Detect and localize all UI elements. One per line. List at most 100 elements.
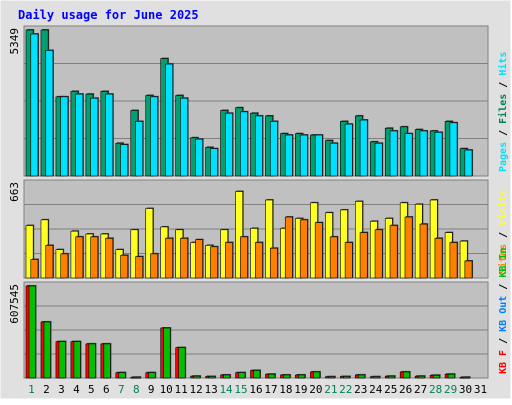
bar-kbytes-kb-in-day-16 <box>253 369 262 379</box>
bar-hits-files-day-13-face <box>210 148 218 177</box>
bar-visits-sites-day-9 <box>150 252 159 279</box>
legend-entry-sites: Sites <box>497 244 509 274</box>
bar-kbytes-kb-in-day-28 <box>432 374 441 379</box>
bar-kbytes-kb-in-day-25 <box>387 375 396 379</box>
bar-hits-files-day-8 <box>135 120 144 177</box>
bar-visits-sites-day-18 <box>284 216 294 279</box>
bar-hits-files-day-12-face <box>195 138 203 177</box>
bar-visits-sites-day-17-face <box>269 247 278 279</box>
bar-hits-files-day-18-face <box>284 134 293 177</box>
x-label-day-23: 23 <box>354 383 367 396</box>
bar-hits-files-day-27-face <box>419 130 428 177</box>
legend-separator: / <box>498 124 509 142</box>
bar-kbytes-kb-in-day-8-face <box>133 376 141 379</box>
bar-visits-sites-day-16-face <box>255 242 263 279</box>
bar-visits-sites-day-13 <box>210 245 219 279</box>
bar-kbytes-kb-in-day-9-face <box>148 372 156 379</box>
bar-visits-sites-day-14 <box>225 241 234 279</box>
panel-visits: 663 Sites / Visits <box>8 179 509 279</box>
bar-visits-sites-day-17 <box>269 247 279 279</box>
legend-separator: / <box>498 278 509 296</box>
legend-entry-visits: Visits <box>497 190 509 226</box>
bar-visits-sites-day-24 <box>374 228 384 279</box>
bar-kbytes-kb-in-day-25-face <box>387 375 396 379</box>
bar-kbytes-kb-in-day-1 <box>28 285 37 379</box>
bar-hits-files-day-26 <box>404 132 414 177</box>
bar-kbytes-kb-in-day-4 <box>73 340 82 379</box>
bar-visits-sites-day-8-face <box>135 256 144 279</box>
x-label-day-14: 14 <box>219 383 233 396</box>
bar-visits-sites-day-26-face <box>404 216 413 279</box>
bar-kbytes-kb-in-day-27-face <box>417 375 425 379</box>
x-label-day-16: 16 <box>249 383 262 396</box>
bar-hits-files-day-4 <box>75 93 84 177</box>
bar-kbytes-kb-in-day-13 <box>208 375 217 379</box>
bar-hits-files-day-7 <box>120 143 129 177</box>
bar-kbytes-kb-in-day-3 <box>58 340 67 379</box>
bar-kbytes-kb-in-day-23 <box>357 373 366 379</box>
bar-hits-files-day-2-face <box>45 50 54 177</box>
x-label-day-21: 21 <box>324 383 337 396</box>
bar-visits-visits-day-30 <box>459 240 469 279</box>
bar-visits-sites-day-4-face <box>75 236 84 279</box>
bar-visits-sites-day-14-face <box>225 242 233 279</box>
bar-kbytes-kb-in-day-3-face <box>58 341 66 379</box>
bar-hits-files-day-25-face <box>389 130 398 177</box>
bar-kbytes-kb-in-day-15 <box>238 371 247 379</box>
bar-kbytes-kb-in-day-17-face <box>268 373 276 379</box>
bar-hits-files-day-8-face <box>135 121 144 177</box>
bar-kbytes-kb-in-day-26 <box>402 370 411 379</box>
bar-visits-sites-day-23-face <box>359 232 368 279</box>
panel-hits: 5349 Pages / Files / Hits <box>8 25 509 177</box>
bar-kbytes-kb-in-day-11 <box>178 346 187 379</box>
x-label-day-7: 7 <box>118 383 125 396</box>
bar-hits-files-day-10-face <box>165 63 173 177</box>
bar-hits-files-day-25 <box>389 129 399 177</box>
bar-visits-sites-day-10 <box>165 237 174 279</box>
bar-hits-files-day-11 <box>180 97 189 177</box>
legend-separator: / <box>498 226 509 244</box>
bar-visits-sites-day-1-face <box>30 259 39 279</box>
chart-panels: 5349 Pages / Files / Hits 663 Sites / Visit… <box>8 25 509 379</box>
x-label-day-29: 29 <box>444 383 457 396</box>
x-label-day-11: 11 <box>175 383 188 396</box>
bar-hits-files-day-6-face <box>105 93 114 177</box>
bar-kbytes-kb-in-day-1-face <box>28 285 36 379</box>
bar-hits-files-day-7-face <box>120 144 129 177</box>
bar-hits-files-day-23 <box>359 119 369 177</box>
bar-kbytes-kb-in-day-12 <box>193 375 202 379</box>
bar-visits-visits-day-8-face <box>130 229 139 279</box>
bar-kbytes-kb-in-day-12-face <box>193 375 201 379</box>
bar-visits-sites-day-20 <box>314 221 324 279</box>
bar-hits-files-day-17 <box>269 120 279 177</box>
bar-kbytes-kb-in-day-7-face <box>118 372 126 379</box>
bar-kbytes-kb-in-day-22 <box>343 375 351 379</box>
bar-kbytes-kb-in-day-30-face <box>462 376 470 379</box>
x-label-day-30: 30 <box>459 383 472 396</box>
bar-kbytes-kb-in-day-18-face <box>283 374 291 379</box>
bar-kbytes-kb-in-day-21-face <box>328 376 336 379</box>
bar-hits-files-day-2 <box>45 49 54 177</box>
bar-hits-files-day-9 <box>150 95 159 177</box>
bar-visits-sites-day-6-face <box>105 238 114 279</box>
bar-kbytes-kb-in-day-30 <box>462 376 471 379</box>
bar-kbytes-kb-in-day-17 <box>268 373 276 379</box>
panel-kbytes-legend: KB F / KB Out / KB In <box>498 248 509 374</box>
bar-hits-files-day-30 <box>464 149 474 177</box>
bar-kbytes-kb-in-day-27 <box>417 375 426 379</box>
x-label-day-1: 1 <box>28 383 35 396</box>
x-label-day-9: 9 <box>148 383 155 396</box>
x-label-day-25: 25 <box>384 383 397 396</box>
x-label-day-2: 2 <box>43 383 50 396</box>
bar-visits-sites-day-3-face <box>60 253 69 279</box>
bar-hits-files-day-23-face <box>359 119 368 177</box>
bar-kbytes-kb-in-day-9 <box>148 371 157 379</box>
bar-hits-files-day-1-face <box>30 33 39 177</box>
bar-visits-sites-day-15 <box>240 235 249 279</box>
bar-hits-files-day-30-face <box>464 149 473 177</box>
bar-visits-sites-day-29-face <box>449 242 458 279</box>
x-label-day-4: 4 <box>73 383 80 396</box>
bar-hits-files-day-13 <box>210 147 219 177</box>
bar-hits-files-day-19 <box>299 134 309 177</box>
bar-visits-sites-day-7-face <box>120 255 129 279</box>
